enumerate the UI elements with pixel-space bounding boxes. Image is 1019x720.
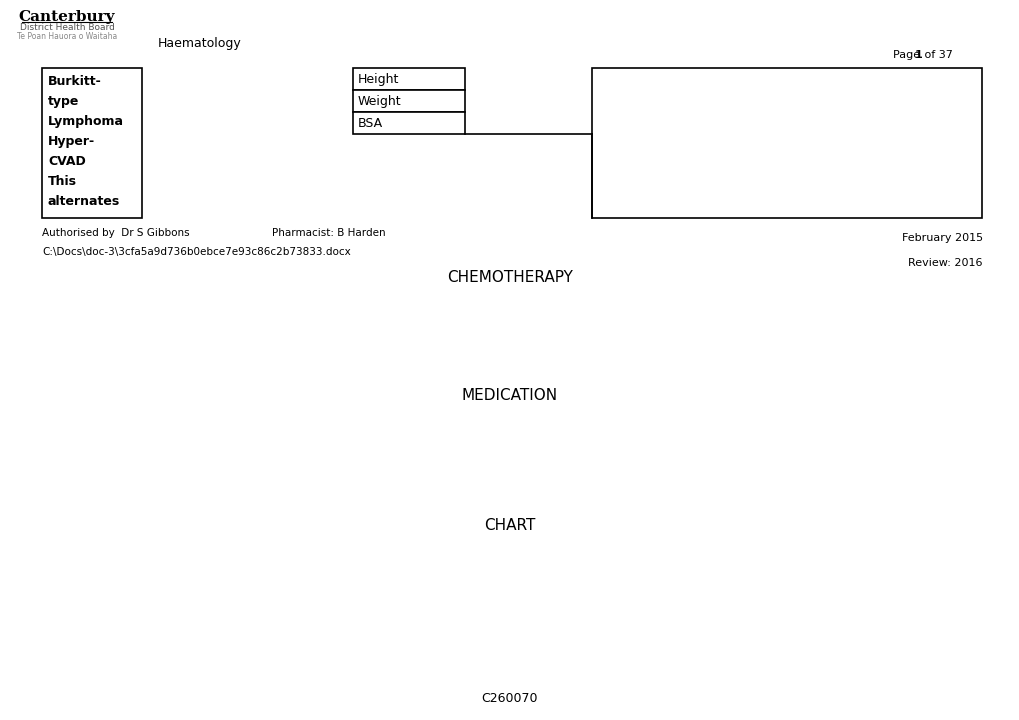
Text: CHART: CHART	[484, 518, 535, 533]
FancyBboxPatch shape	[42, 68, 142, 218]
Text: Pharmacist: B Harden: Pharmacist: B Harden	[272, 228, 385, 238]
Text: Lymphoma: Lymphoma	[48, 115, 124, 128]
Text: Authorised by  Dr S Gibbons: Authorised by Dr S Gibbons	[42, 228, 190, 238]
Text: BSA: BSA	[358, 117, 383, 130]
Text: Haematology: Haematology	[158, 37, 242, 50]
Text: February 2015: February 2015	[901, 233, 982, 243]
Text: Te Poan Hauora o Waitaha: Te Poan Hauora o Waitaha	[17, 32, 117, 41]
Text: alternates: alternates	[48, 195, 120, 208]
Text: Burkitt-: Burkitt-	[48, 75, 102, 88]
Text: C:\Docs\doc-3\3cfa5a9d736b0ebce7e93c86c2b73833.docx: C:\Docs\doc-3\3cfa5a9d736b0ebce7e93c86c2…	[42, 247, 351, 257]
FancyBboxPatch shape	[353, 68, 465, 90]
Text: type: type	[48, 95, 79, 108]
Text: Weight: Weight	[358, 95, 401, 108]
Text: CHEMOTHERAPY: CHEMOTHERAPY	[446, 270, 573, 285]
Text: of 37: of 37	[920, 50, 952, 60]
Text: C260070: C260070	[481, 692, 538, 705]
FancyBboxPatch shape	[591, 68, 981, 218]
Text: Height: Height	[358, 73, 399, 86]
Text: This: This	[48, 175, 76, 188]
FancyBboxPatch shape	[353, 90, 465, 112]
Text: Hyper-: Hyper-	[48, 135, 95, 148]
Text: Review: 2016: Review: 2016	[908, 258, 982, 268]
FancyBboxPatch shape	[353, 112, 465, 134]
Text: Canterbury: Canterbury	[18, 10, 115, 24]
Text: District Health Board: District Health Board	[19, 23, 114, 32]
Text: Page: Page	[892, 50, 923, 60]
Text: 1: 1	[914, 50, 922, 60]
Text: CVAD: CVAD	[48, 155, 86, 168]
Text: MEDICATION: MEDICATION	[462, 388, 557, 403]
